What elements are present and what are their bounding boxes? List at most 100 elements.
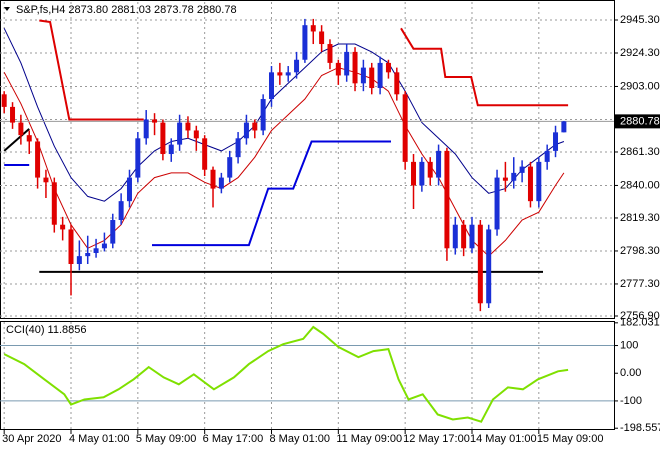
y-tick-label: 2756.90 [620, 310, 660, 322]
candle-body [519, 166, 525, 173]
candle-body [277, 72, 283, 76]
overlay-line [152, 140, 391, 247]
candle-body [252, 122, 258, 131]
candle-body [394, 72, 400, 95]
candle-body [168, 144, 174, 155]
candle-body [218, 177, 224, 189]
candle-body [93, 248, 99, 254]
candle-body [101, 243, 107, 249]
candle-body [302, 25, 308, 60]
candle-body [544, 150, 550, 162]
candle-body [427, 161, 433, 178]
last-price-box [615, 114, 660, 129]
candle-body [126, 177, 132, 202]
candle-body [377, 62, 383, 89]
y-tick-label: 2798.30 [620, 245, 660, 257]
candle-body [335, 62, 341, 76]
candle-body [402, 94, 408, 162]
y-tick-label: 2819.30 [620, 212, 660, 224]
candle-body [461, 224, 467, 249]
indicator-panel [0, 321, 615, 430]
candle-body [118, 201, 124, 221]
candle-body [536, 161, 542, 202]
candle-body [227, 157, 233, 178]
main-panel [0, 0, 615, 319]
y-tick-label: -198.5575 [620, 422, 660, 434]
candle-body [110, 220, 116, 244]
candle-body [243, 122, 249, 139]
candle-body [527, 166, 533, 202]
candle-body [10, 106, 16, 123]
title-arrow [4, 7, 10, 11]
candle-body [294, 59, 300, 73]
indicator-line [3, 325, 569, 423]
candle-body [185, 122, 191, 131]
candle-body [436, 150, 442, 178]
candle-body [511, 172, 517, 181]
candle-body [452, 224, 458, 249]
y-tick-label: 182.031 [620, 317, 660, 329]
candle-body [268, 72, 274, 100]
candle-body [160, 122, 166, 155]
y-tick-label: 0.00 [620, 367, 641, 379]
candle-body [411, 161, 417, 186]
candle-body [51, 182, 57, 225]
candle-body [486, 229, 492, 304]
y-tick-label: -100 [620, 395, 642, 407]
last-price-label: 2880.78 [620, 115, 660, 127]
overlay-line [39, 19, 569, 121]
candle-body [143, 119, 149, 139]
y-tick-label: 2861.30 [620, 146, 660, 158]
candle-body [43, 177, 49, 183]
candle-body [352, 51, 358, 84]
candle-body [193, 130, 199, 139]
candle-body [85, 253, 91, 257]
x-tick-label: 11 May 09:00 [336, 433, 402, 445]
candle-body [76, 256, 82, 265]
overlay-line [3, 128, 30, 152]
overlay-line [3, 28, 565, 202]
candle-body [26, 135, 32, 142]
candle-body [235, 138, 241, 158]
candle-body [60, 224, 66, 230]
x-tick-label: 4 May 01:00 [69, 433, 130, 445]
candle-body [260, 99, 266, 131]
candle-body [369, 67, 375, 89]
candle-body [319, 31, 325, 45]
y-tick-label: 100 [620, 339, 638, 351]
y-tick-label: 2903.00 [620, 80, 660, 92]
candle-body [135, 138, 141, 178]
candle-body [310, 25, 316, 32]
x-tick-label: 8 May 01:00 [269, 433, 330, 445]
candle-body [285, 72, 291, 76]
y-tick-label: 2945.30 [620, 14, 660, 26]
candle-body [68, 229, 74, 265]
candle-body [210, 169, 216, 189]
x-tick-label: 30 Apr 2020 [2, 433, 61, 445]
candle-body [18, 122, 24, 136]
candle-body [561, 121, 567, 133]
x-tick-label: 5 May 09:00 [136, 433, 197, 445]
candle-body [360, 67, 366, 84]
candle-body [385, 62, 391, 73]
candle-body [202, 138, 208, 170]
candle-body [419, 161, 425, 186]
candle-body [1, 94, 7, 107]
candle-body [327, 44, 333, 63]
x-tick-label: 14 May 01:00 [470, 433, 537, 445]
y-tick-label: 2777.30 [620, 278, 660, 290]
x-tick-label: 15 May 09:00 [537, 433, 604, 445]
candle-body [35, 141, 41, 178]
candle-body [344, 51, 350, 76]
candle-body [502, 177, 508, 181]
overlay-line [3, 67, 565, 257]
x-tick-label: 12 May 17:00 [403, 433, 470, 445]
candle-body [177, 122, 183, 145]
indicator-title: CCI(40) 11.8856 [6, 324, 87, 336]
candle-body [469, 224, 475, 249]
y-tick-label: 2924.30 [620, 47, 660, 59]
candle-body [494, 177, 500, 230]
candle-body [444, 150, 450, 249]
candle-body [553, 132, 559, 151]
